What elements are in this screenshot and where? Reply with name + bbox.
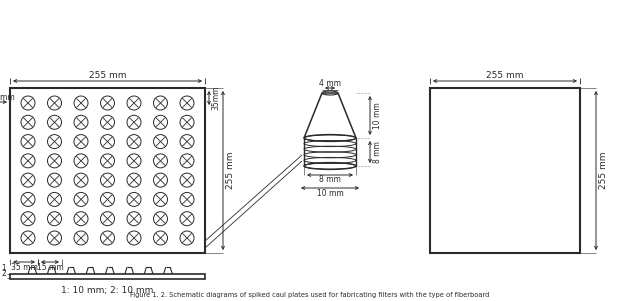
Text: 255 mm: 255 mm xyxy=(226,152,235,189)
Text: 8 mm: 8 mm xyxy=(319,175,341,185)
Text: 4 mm: 4 mm xyxy=(319,79,341,88)
Text: 35mm: 35mm xyxy=(211,86,220,110)
Text: 1: 10 mm; 2: 10 mm: 1: 10 mm; 2: 10 mm xyxy=(61,287,154,296)
Text: 255 mm: 255 mm xyxy=(486,70,524,79)
Text: 35 mm: 35 mm xyxy=(11,262,37,272)
Text: 15 mm: 15 mm xyxy=(0,94,14,103)
Text: 10 mm: 10 mm xyxy=(373,102,382,129)
Bar xyxy=(430,88,580,253)
Text: 255 mm: 255 mm xyxy=(89,70,126,79)
Text: 8 mm: 8 mm xyxy=(373,141,382,163)
Text: Figure 1. 2. Schematic diagrams of spiked caul plates used for fabricating filte: Figure 1. 2. Schematic diagrams of spike… xyxy=(130,293,490,299)
Text: 1: 1 xyxy=(1,264,6,273)
Bar xyxy=(10,274,205,279)
Text: 255 mm: 255 mm xyxy=(599,152,608,189)
Bar xyxy=(10,88,205,253)
Text: 15 mm: 15 mm xyxy=(37,262,63,272)
Text: 10 mm: 10 mm xyxy=(317,188,343,197)
Text: 2: 2 xyxy=(1,269,6,278)
